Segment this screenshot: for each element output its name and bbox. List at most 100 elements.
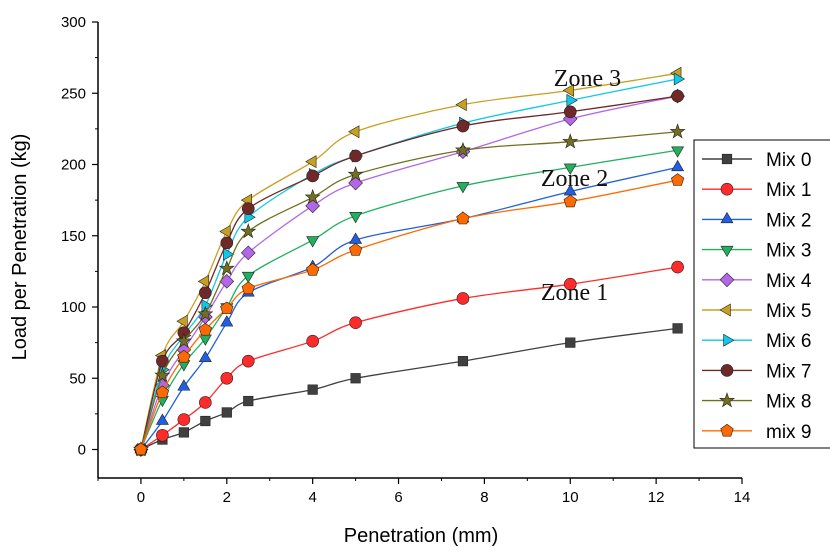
data-point (563, 163, 577, 175)
data-point (456, 119, 470, 133)
legend-label: Mix 8 (766, 392, 811, 413)
data-point (306, 334, 319, 348)
legend-marker (720, 211, 734, 224)
legend-marker (719, 272, 735, 288)
data-point (307, 384, 318, 395)
data-point (306, 236, 320, 248)
series-line (140, 95, 678, 450)
legend-item: Mix 6 (702, 331, 811, 352)
axes: 0 50 100 150 200 250 300 0 2 4 6 8 10 12 14 (61, 14, 750, 506)
data-point (241, 281, 255, 295)
legend-marker (719, 392, 735, 408)
y-tick-label: 50 (69, 370, 86, 387)
data-point (563, 105, 577, 119)
legend-label: Mix 3 (766, 241, 811, 262)
data-point (177, 349, 191, 363)
data-point (219, 274, 235, 289)
y-tick-label: 0 (78, 442, 86, 459)
data-point (176, 314, 188, 328)
series-mix-2 (134, 159, 685, 454)
data-point (348, 243, 363, 256)
data-point (456, 182, 470, 194)
data-point (670, 173, 685, 186)
legend-label: Mix 2 (766, 210, 811, 231)
legend-item: Mix 1 (702, 180, 811, 201)
x-tick-label: 12 (648, 489, 665, 506)
data-point (349, 149, 362, 163)
data-point (306, 262, 320, 276)
data-point (178, 427, 189, 438)
data-point (200, 415, 211, 427)
data-point (220, 371, 234, 385)
series-mix-5 (133, 66, 682, 456)
data-point (218, 260, 235, 276)
data-point (134, 442, 148, 456)
legend-marker (720, 423, 734, 437)
data-point (455, 98, 467, 112)
zone-label: Zone 1 (541, 280, 608, 306)
data-point (305, 155, 317, 169)
data-point (669, 123, 686, 139)
legend-item: Mix 5 (702, 301, 811, 322)
data-point (456, 292, 470, 305)
data-point (566, 93, 578, 107)
data-point (156, 428, 169, 442)
data-point (457, 356, 469, 367)
legend-marker (720, 182, 734, 196)
legend-label: Mix 6 (766, 331, 811, 352)
data-point (350, 373, 361, 384)
series-mix-4 (133, 88, 685, 457)
legend-item: Mix 4 (702, 271, 812, 292)
data-point (562, 83, 575, 97)
data-point (223, 247, 235, 261)
data-point (456, 211, 470, 225)
y-axis-title: Load per Penetration (kg) (9, 134, 31, 361)
data-point (197, 274, 210, 288)
x-tick-label: 4 (308, 489, 316, 506)
data-point (175, 332, 192, 349)
data-point (220, 301, 234, 315)
x-tick-label: 14 (734, 489, 751, 506)
legend-marker (721, 153, 733, 165)
data-point (305, 198, 320, 214)
series-line (140, 95, 678, 450)
data-point (198, 322, 212, 336)
data-point (673, 72, 686, 86)
data-point (304, 188, 321, 205)
y-tick-label: 150 (61, 228, 86, 245)
legend-box (693, 139, 830, 449)
series-mix-1 (134, 260, 684, 456)
annotations: Zone 3 Zone 2 Zone 1 (541, 66, 621, 306)
data-point (220, 315, 234, 327)
data-point (565, 337, 576, 348)
data-point (563, 277, 577, 291)
x-tick-label: 0 (137, 489, 145, 506)
series-line (140, 78, 678, 450)
series-group (132, 66, 686, 458)
x-tick-label: 2 (223, 489, 231, 506)
legend-item: mix 9 (702, 422, 811, 443)
data-point (243, 395, 254, 407)
legend-label: Mix 0 (766, 150, 811, 171)
zone-label: Zone 2 (541, 166, 608, 192)
data-point (155, 413, 169, 425)
data-point (241, 271, 255, 284)
series-mix-7 (134, 89, 684, 456)
data-point (671, 146, 685, 158)
data-point (349, 316, 362, 329)
legend-item: Mix 3 (702, 241, 811, 262)
legend-label: Mix 5 (766, 301, 811, 322)
data-point (241, 354, 255, 368)
data-point (241, 202, 255, 215)
y-tick-label: 200 (61, 157, 86, 174)
data-point (219, 224, 231, 238)
data-point (199, 396, 212, 409)
data-point (347, 166, 364, 182)
legend-item: Mix 2 (702, 210, 811, 231)
y-tick-label: 100 (61, 299, 86, 316)
data-point (220, 236, 234, 250)
data-point (562, 133, 579, 149)
data-point (199, 286, 212, 300)
legend-label: Mix 1 (766, 180, 811, 201)
